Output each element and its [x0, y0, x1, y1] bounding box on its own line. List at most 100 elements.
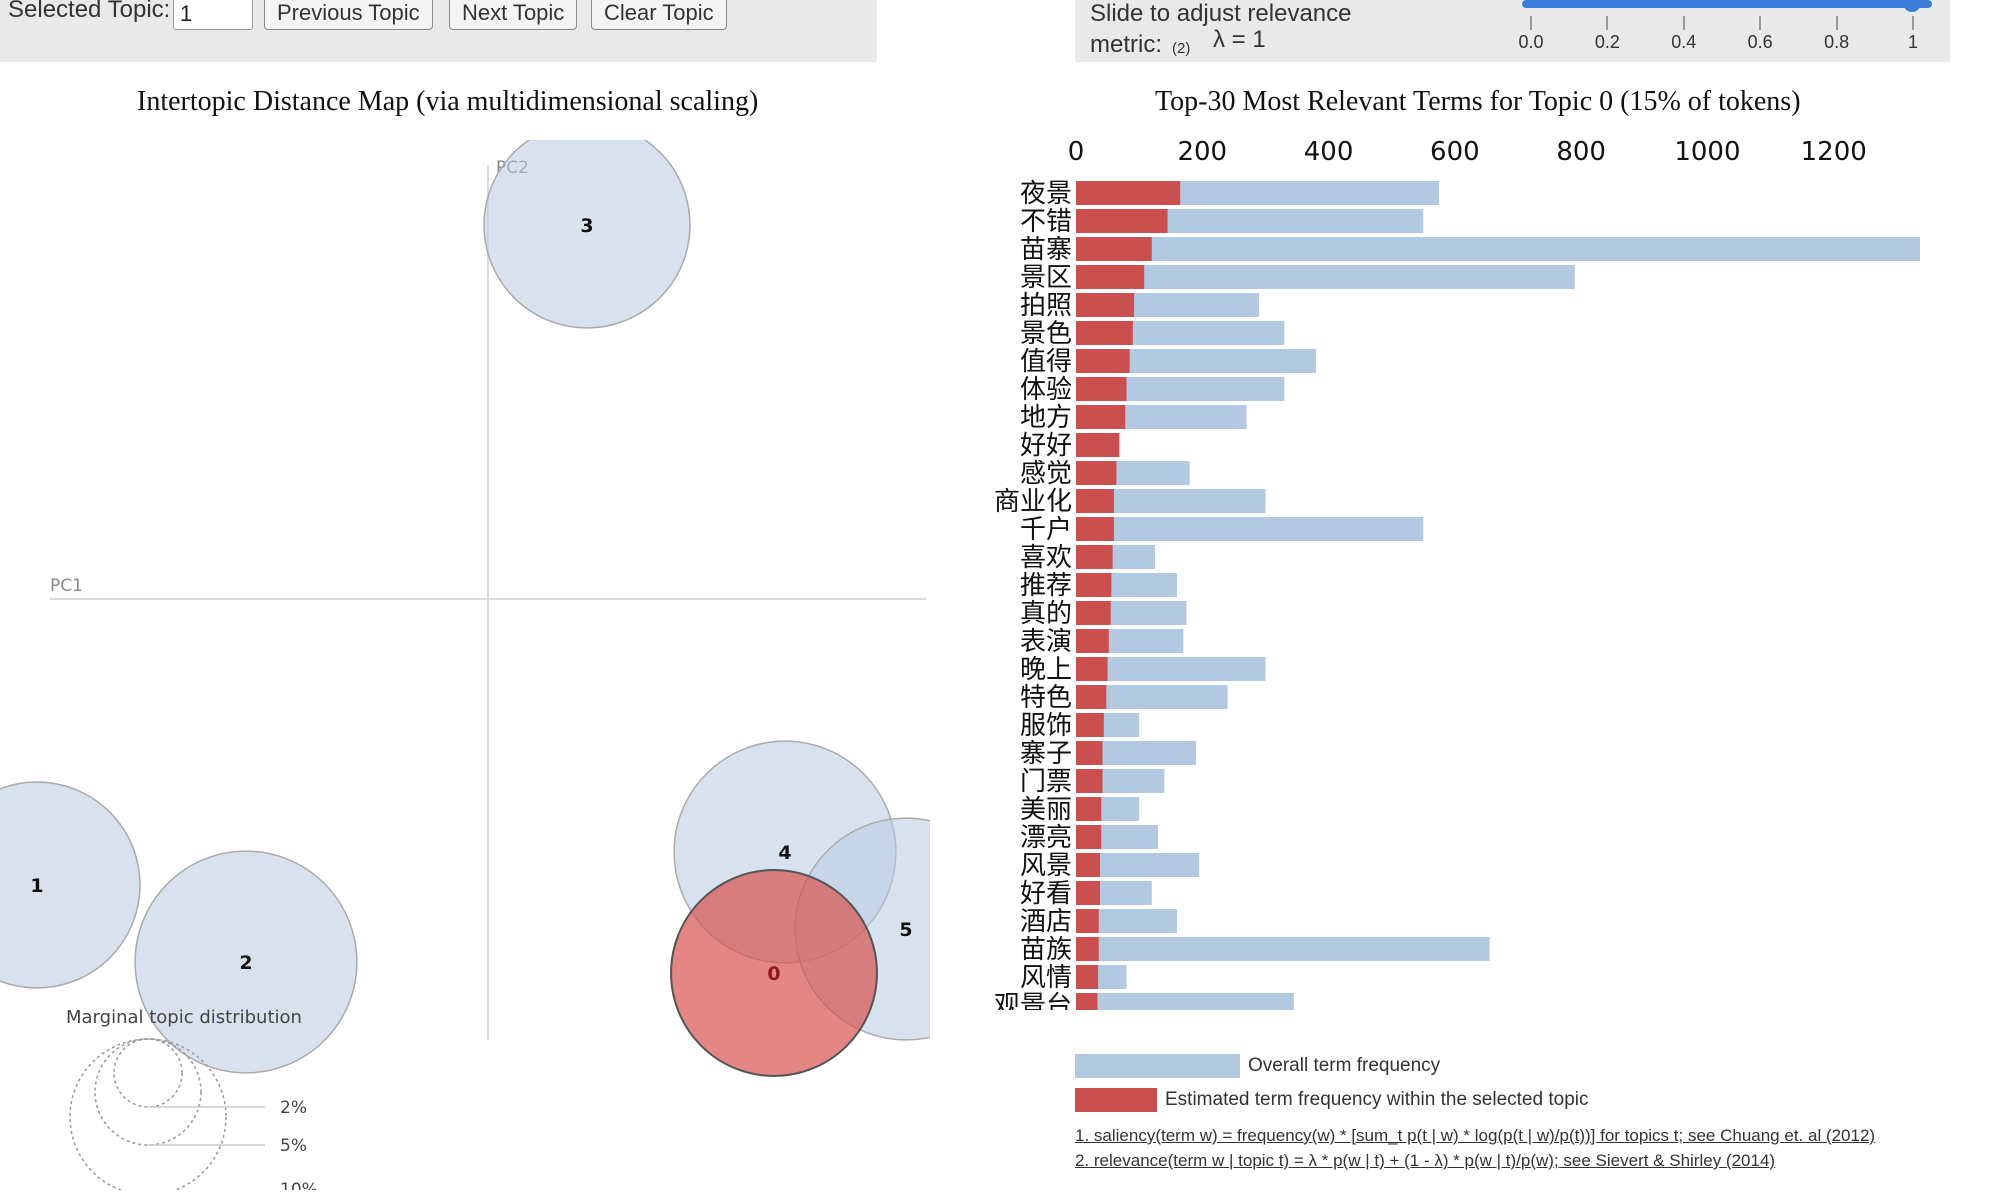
x-tick-label: 800 — [1556, 137, 1606, 167]
x-tick-label: 200 — [1177, 137, 1227, 167]
marginal-label-2: 2% — [280, 1098, 307, 1118]
term-label[interactable]: 喜欢 — [1020, 543, 1072, 573]
footnote-saliency[interactable]: 1. saliency(term w) = frequency(w) * [su… — [1075, 1126, 1876, 1145]
legend-overall-swatch — [1075, 1054, 1240, 1078]
topic-frequency-bar[interactable] — [1076, 433, 1119, 457]
previous-topic-button[interactable]: Previous Topic — [264, 0, 433, 30]
relevance-slider-handle[interactable] — [1903, 0, 1921, 12]
clear-topic-button[interactable]: Clear Topic — [591, 0, 727, 30]
term-label[interactable]: 好好 — [1020, 431, 1072, 461]
overall-frequency-bar[interactable] — [1076, 517, 1424, 541]
slider-tick-label: 0.4 — [1671, 32, 1697, 52]
topic-frequency-bar[interactable] — [1076, 741, 1103, 765]
term-label[interactable]: 特色 — [1020, 683, 1072, 713]
term-label[interactable]: 景色 — [1020, 319, 1072, 349]
term-label[interactable]: 漂亮 — [1020, 823, 1072, 853]
term-label[interactable]: 酒店 — [1020, 907, 1072, 937]
term-label[interactable]: 值得 — [1020, 347, 1072, 377]
topic-frequency-bar[interactable] — [1076, 405, 1126, 429]
relevant-terms-bar-chart: 0200400600800100012001400 夜景不错苗寨景区拍照景色值得… — [994, 137, 1920, 1010]
footnote-relevance[interactable]: 2. relevance(term w | topic t) = λ * p(w… — [1075, 1151, 1776, 1170]
topic-circle-0[interactable] — [670, 869, 878, 1077]
topic-frequency-bar[interactable] — [1076, 909, 1099, 933]
slider-tick — [1912, 16, 1914, 30]
term-label[interactable]: 表演 — [1020, 627, 1072, 657]
term-label[interactable]: 体验 — [1020, 375, 1072, 405]
marginal-distribution-legend: 2% 5% 10% — [69, 1038, 318, 1190]
topic-frequency-bar[interactable] — [1076, 825, 1102, 849]
overall-frequency-bar[interactable] — [1076, 993, 1294, 1010]
slider-tick — [1530, 16, 1532, 30]
x-tick-label: 0 — [1068, 137, 1085, 167]
topic-frequency-bar[interactable] — [1076, 181, 1181, 205]
topic-circle-2[interactable] — [134, 850, 358, 1074]
term-label[interactable]: 风景 — [1020, 851, 1072, 881]
term-label[interactable]: 推荐 — [1020, 571, 1072, 601]
term-label[interactable]: 晚上 — [1020, 655, 1072, 685]
term-label[interactable]: 地方 — [1020, 403, 1072, 433]
term-label[interactable]: 商业化 — [994, 487, 1072, 517]
x-tick-label: 400 — [1304, 137, 1354, 167]
slider-tick-label: 0.6 — [1747, 32, 1773, 52]
topic-frequency-bar[interactable] — [1076, 321, 1133, 345]
topic-frequency-bar[interactable] — [1076, 629, 1109, 653]
topic-frequency-bar[interactable] — [1076, 769, 1103, 793]
overall-frequency-bar[interactable] — [1076, 265, 1575, 289]
next-topic-button[interactable]: Next Topic — [449, 0, 578, 30]
relevance-slider-track[interactable] — [1522, 0, 1932, 8]
term-label[interactable]: 感觉 — [1020, 459, 1072, 489]
slider-tick — [1835, 16, 1838, 30]
topic-frequency-bar[interactable] — [1076, 853, 1100, 877]
topic-frequency-bar[interactable] — [1076, 881, 1100, 905]
term-label[interactable]: 风情 — [1020, 963, 1072, 993]
term-label[interactable]: 好看 — [1020, 879, 1072, 909]
term-label[interactable]: 拍照 — [1020, 291, 1072, 321]
topic-frequency-bar[interactable] — [1076, 993, 1098, 1010]
map-title: Intertopic Distance Map (via multidimens… — [137, 86, 759, 117]
slider-tick-label: 1 — [1907, 32, 1919, 52]
term-label[interactable]: 千户 — [1020, 515, 1072, 545]
topic-frequency-bar[interactable] — [1076, 713, 1104, 737]
term-label[interactable]: 寨子 — [1020, 739, 1072, 769]
topic-frequency-bar[interactable] — [1076, 265, 1145, 289]
topic-frequency-bar[interactable] — [1076, 517, 1114, 541]
topic-circle-3[interactable] — [483, 140, 691, 329]
topic-frequency-bar[interactable] — [1076, 237, 1152, 261]
topic-circle-1[interactable] — [0, 781, 141, 989]
term-label[interactable]: 服饰 — [1020, 711, 1072, 741]
term-label[interactable]: 门票 — [1020, 767, 1072, 797]
topic-frequency-bar[interactable] — [1076, 209, 1168, 233]
term-label[interactable]: 景区 — [1020, 263, 1072, 293]
topic-frequency-bar[interactable] — [1076, 377, 1127, 401]
topic-frequency-bar[interactable] — [1076, 461, 1117, 485]
relevance-slider-panel — [1075, 0, 1950, 62]
topic-frequency-bar[interactable] — [1076, 489, 1114, 513]
term-label[interactable]: 夜景 — [1020, 179, 1072, 209]
topic-frequency-bar[interactable] — [1076, 685, 1107, 709]
topic-frequency-bar[interactable] — [1076, 937, 1099, 961]
term-label[interactable]: 不错 — [1020, 207, 1072, 237]
topic-frequency-bar[interactable] — [1076, 573, 1112, 597]
overall-frequency-bar[interactable] — [1076, 937, 1490, 961]
topic-frequency-bar[interactable] — [1076, 545, 1113, 569]
marginal-circle-10 — [69, 1038, 227, 1190]
term-label[interactable]: 观景台 — [994, 991, 1072, 1010]
term-label[interactable]: 苗族 — [1020, 935, 1072, 965]
topic-frequency-bar[interactable] — [1076, 797, 1102, 821]
topic-frequency-bar[interactable] — [1076, 657, 1108, 681]
selected-topic-input[interactable]: 1 — [173, 0, 253, 30]
x-tick-label: 1000 — [1674, 137, 1740, 167]
slider-tick — [1682, 16, 1685, 30]
term-label[interactable]: 美丽 — [1020, 795, 1072, 825]
selected-topic-label: Selected Topic: — [8, 0, 171, 23]
term-label[interactable]: 苗寨 — [1020, 235, 1072, 265]
topic-label-4: 4 — [778, 842, 791, 864]
topic-frequency-bar[interactable] — [1076, 965, 1099, 989]
term-label[interactable]: 真的 — [1020, 599, 1072, 629]
topic-control-panel: Selected Topic: 1 Previous Topic Next To… — [0, 0, 877, 62]
topic-frequency-bar[interactable] — [1076, 349, 1130, 373]
overall-frequency-bar[interactable] — [1076, 237, 1920, 261]
topic-frequency-bar[interactable] — [1076, 601, 1111, 625]
topic-frequency-bar[interactable] — [1076, 293, 1135, 317]
